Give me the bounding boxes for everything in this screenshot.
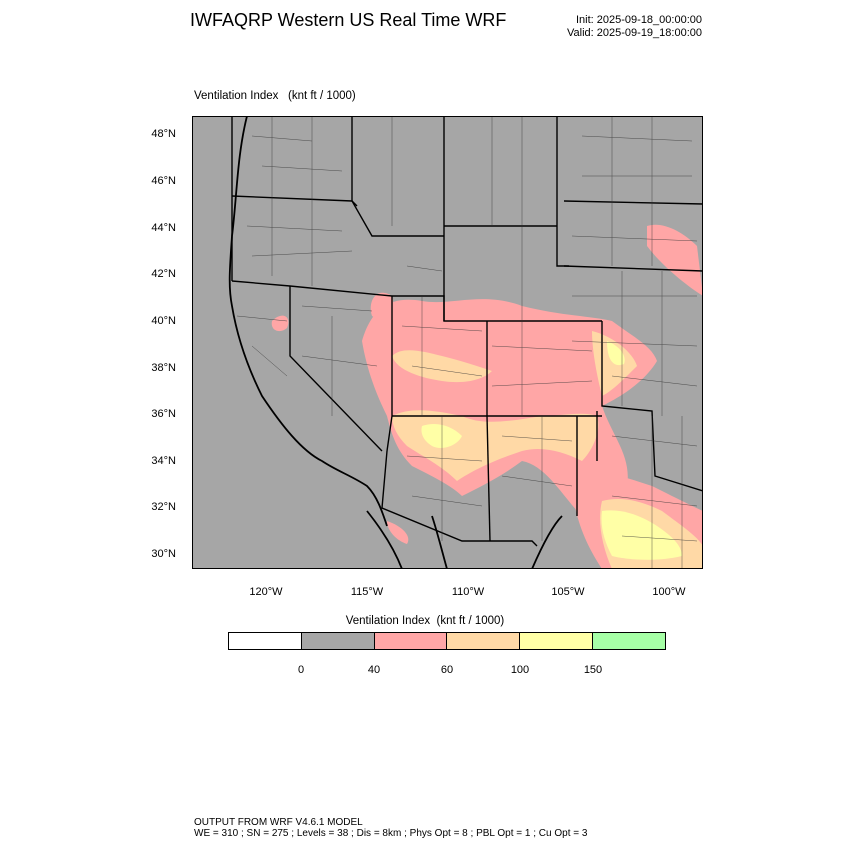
lon-label: 120°W xyxy=(249,586,283,598)
colorbar-label: 60 xyxy=(440,664,454,676)
county-boundaries xyxy=(236,116,698,569)
colorbar-swatch xyxy=(520,633,594,649)
model-info-line1: OUTPUT FROM WRF V4.6.1 MODEL xyxy=(194,817,363,828)
valid-time: Valid: 2025-09-19_18:00:00 xyxy=(567,27,702,39)
field-units: (knt ft / 1000) xyxy=(288,90,356,102)
colorbar-swatch xyxy=(447,633,521,649)
lat-label: 32°N xyxy=(151,501,176,513)
shading-100-150 xyxy=(421,341,682,560)
model-info-line2: WE = 310 ; SN = 275 ; Levels = 38 ; Dis … xyxy=(194,828,588,839)
ventilation-index-map xyxy=(187,115,704,570)
map-frame xyxy=(192,116,703,569)
colorbar-title: Ventilation Index (knt ft / 1000) xyxy=(345,615,505,627)
colorbar-label: 40 xyxy=(367,664,381,676)
lon-label: 100°W xyxy=(652,586,686,598)
colorbar-swatch xyxy=(301,633,375,649)
lon-label: 115°W xyxy=(350,586,384,598)
colorbar-swatch xyxy=(229,633,302,649)
lon-label: 105°W xyxy=(551,586,585,598)
lat-label: 38°N xyxy=(151,362,176,374)
colorbar-swatch xyxy=(593,633,665,649)
field-name: Ventilation Index xyxy=(194,90,279,102)
lat-label: 40°N xyxy=(151,315,176,327)
lat-label: 34°N xyxy=(151,455,176,467)
lon-label: 110°W xyxy=(451,586,485,598)
map-panel xyxy=(187,115,704,570)
lat-label: 44°N xyxy=(151,222,176,234)
run-times: Init: 2025-09-18_00:00:00 Valid: 2025-09… xyxy=(567,14,702,40)
colorbar-label: 150 xyxy=(583,664,603,676)
init-time: Init: 2025-09-18_00:00:00 xyxy=(576,14,702,26)
state-boundaries xyxy=(231,116,704,547)
lat-label: 30°N xyxy=(151,548,176,560)
lat-label: 48°N xyxy=(151,128,176,140)
colorbar-label: 0 xyxy=(297,664,305,676)
colorbar xyxy=(228,632,666,650)
lat-label: 42°N xyxy=(151,268,176,280)
lat-label: 46°N xyxy=(151,175,176,187)
colorbar-swatch xyxy=(374,633,448,649)
colorbar-label: 100 xyxy=(510,664,530,676)
panel-title: Ventilation Index (knt ft / 1000) xyxy=(194,90,356,102)
model-info: OUTPUT FROM WRF V4.6.1 MODEL WE = 310 ; S… xyxy=(194,817,587,839)
coastline xyxy=(228,115,563,570)
chart-title: IWFAQRP Western US Real Time WRF xyxy=(190,10,507,30)
lat-label: 36°N xyxy=(151,408,176,420)
